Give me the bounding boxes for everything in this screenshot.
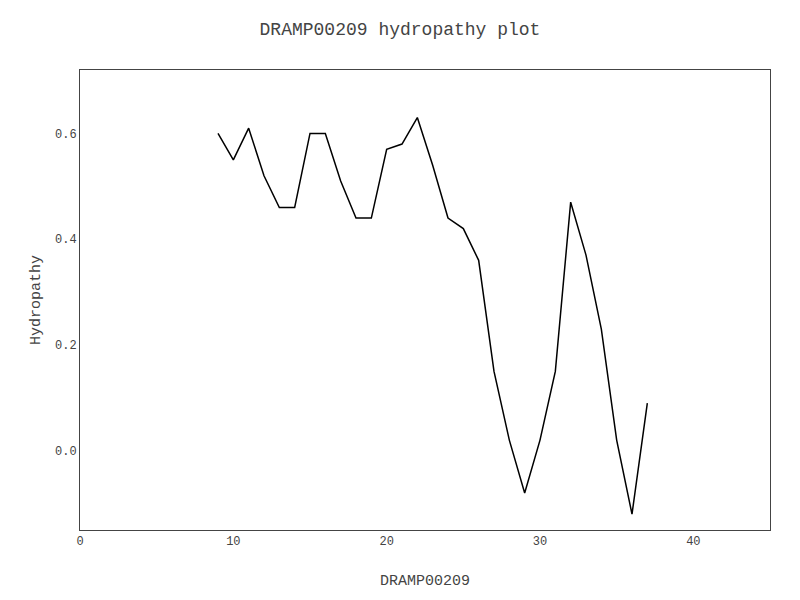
svg-text:0.0: 0.0 [55,445,77,459]
svg-text:10: 10 [226,535,240,549]
svg-text:Hydropathy: Hydropathy [28,255,45,345]
svg-text:30: 30 [533,535,547,549]
svg-text:0.2: 0.2 [55,339,77,353]
svg-text:DRAMP00209 hydropathy plot: DRAMP00209 hydropathy plot [260,20,541,40]
svg-text:0.4: 0.4 [55,233,77,247]
svg-text:40: 40 [686,535,700,549]
svg-text:DRAMP00209: DRAMP00209 [380,573,470,590]
svg-text:0: 0 [76,535,83,549]
svg-text:20: 20 [379,535,393,549]
svg-text:0.6: 0.6 [55,128,77,142]
